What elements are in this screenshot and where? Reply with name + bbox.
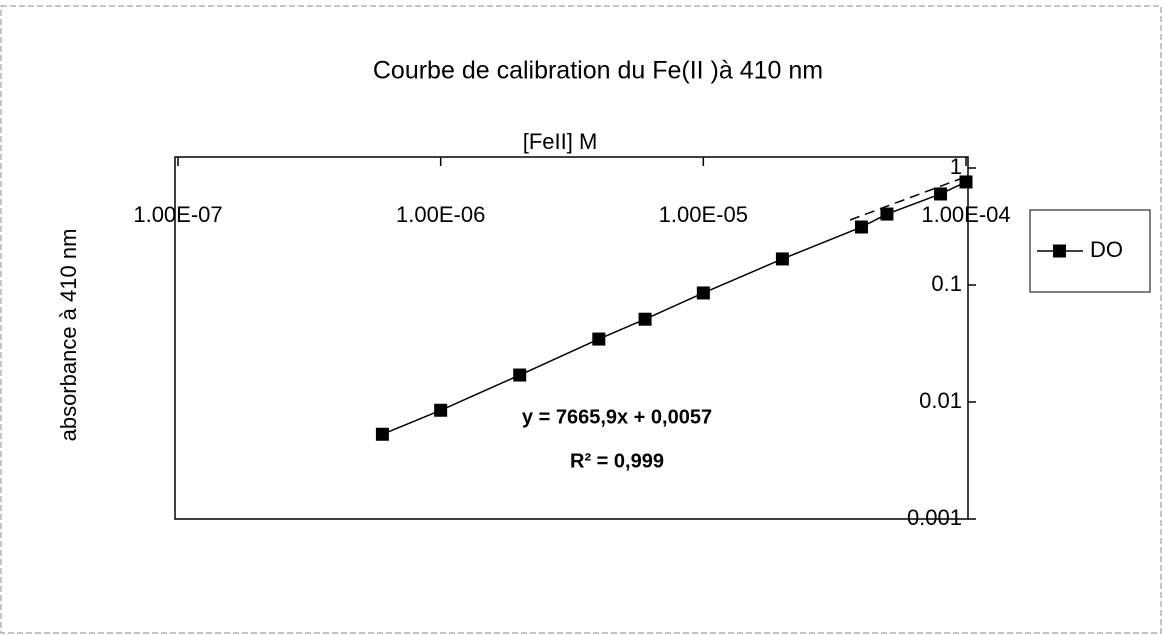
point bbox=[592, 332, 606, 346]
y-tick-label: 0.001 bbox=[907, 505, 962, 530]
point bbox=[375, 427, 389, 441]
y-tick-label: 1 bbox=[950, 154, 962, 179]
frame bbox=[0, 5, 1162, 634]
y-axis-label: absorbance à 410 nm bbox=[56, 229, 81, 442]
point bbox=[638, 312, 652, 326]
x-tick-label: 1.00E-06 bbox=[396, 202, 485, 227]
x-tick-label: 1.00E-04 bbox=[921, 202, 1010, 227]
plot-area bbox=[174, 156, 969, 520]
legend-swatch bbox=[1053, 244, 1066, 258]
point bbox=[434, 403, 448, 417]
point bbox=[934, 187, 948, 201]
y-tick-label: 0.01 bbox=[919, 388, 962, 413]
point bbox=[959, 175, 973, 189]
equation: y = 7665,9x + 0,0057 bbox=[522, 406, 712, 428]
x-tick-label: 1.00E-07 bbox=[133, 202, 222, 227]
legend-label: DO bbox=[1090, 237, 1123, 262]
y-tick-label: 0.1 bbox=[931, 271, 962, 296]
point bbox=[854, 220, 868, 234]
chart-title: Courbe de calibration du Fe(II )à 410 nm bbox=[373, 57, 823, 85]
x-tick-label: 1.00E-05 bbox=[659, 202, 748, 227]
r-squared: R² = 0,999 bbox=[570, 450, 664, 472]
point bbox=[775, 252, 789, 266]
point bbox=[880, 207, 894, 221]
point bbox=[696, 286, 710, 300]
trendline bbox=[849, 175, 969, 221]
point bbox=[513, 368, 527, 382]
x-axis-label: [FeII] M bbox=[523, 129, 598, 154]
